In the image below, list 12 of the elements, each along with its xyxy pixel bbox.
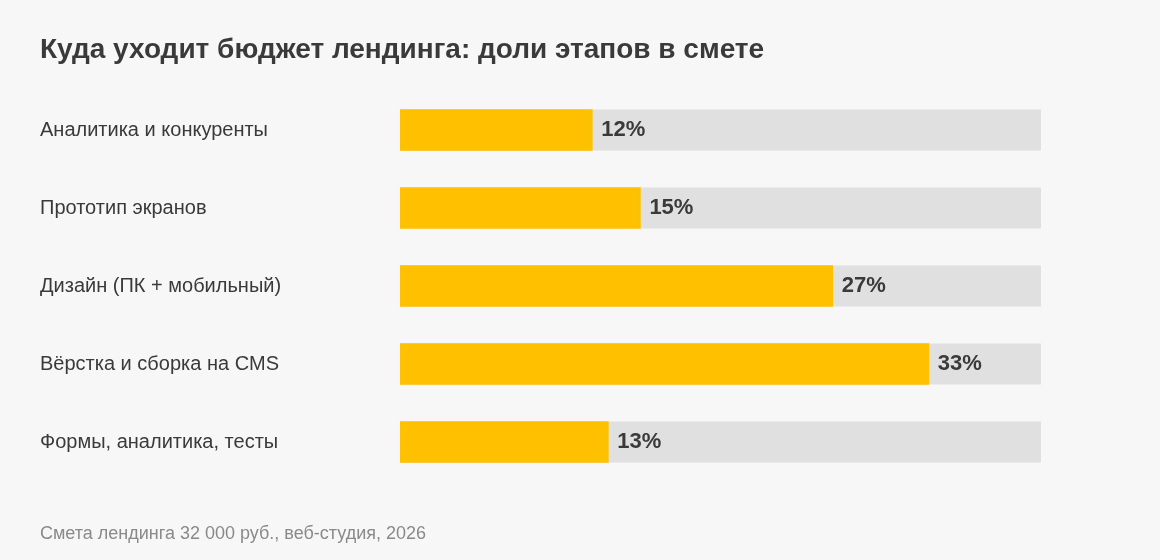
data-label: 12% [601, 116, 646, 142]
text: Смета лендинга 32 000 руб., веб-студия, 2026 [40, 522, 427, 543]
chart-title: Куда уходит бюджет лендинга: доли этапов в смете [40, 32, 765, 64]
y-tick-label: Аналитика и конкуренты [40, 117, 268, 140]
data-label: 33% [937, 350, 982, 376]
data-label: 15% [649, 194, 694, 220]
y-tick-label: Вёрстка и сборка на CMS [40, 351, 280, 374]
data-label: 27% [841, 272, 886, 298]
y-tick-label: Прототип экранов [40, 195, 207, 218]
y-tick-label: Дизайн (ПК + мобильный) [40, 273, 282, 296]
data-label: 13% [617, 428, 662, 454]
y-tick-label: Формы, аналитика, тесты [40, 429, 279, 452]
